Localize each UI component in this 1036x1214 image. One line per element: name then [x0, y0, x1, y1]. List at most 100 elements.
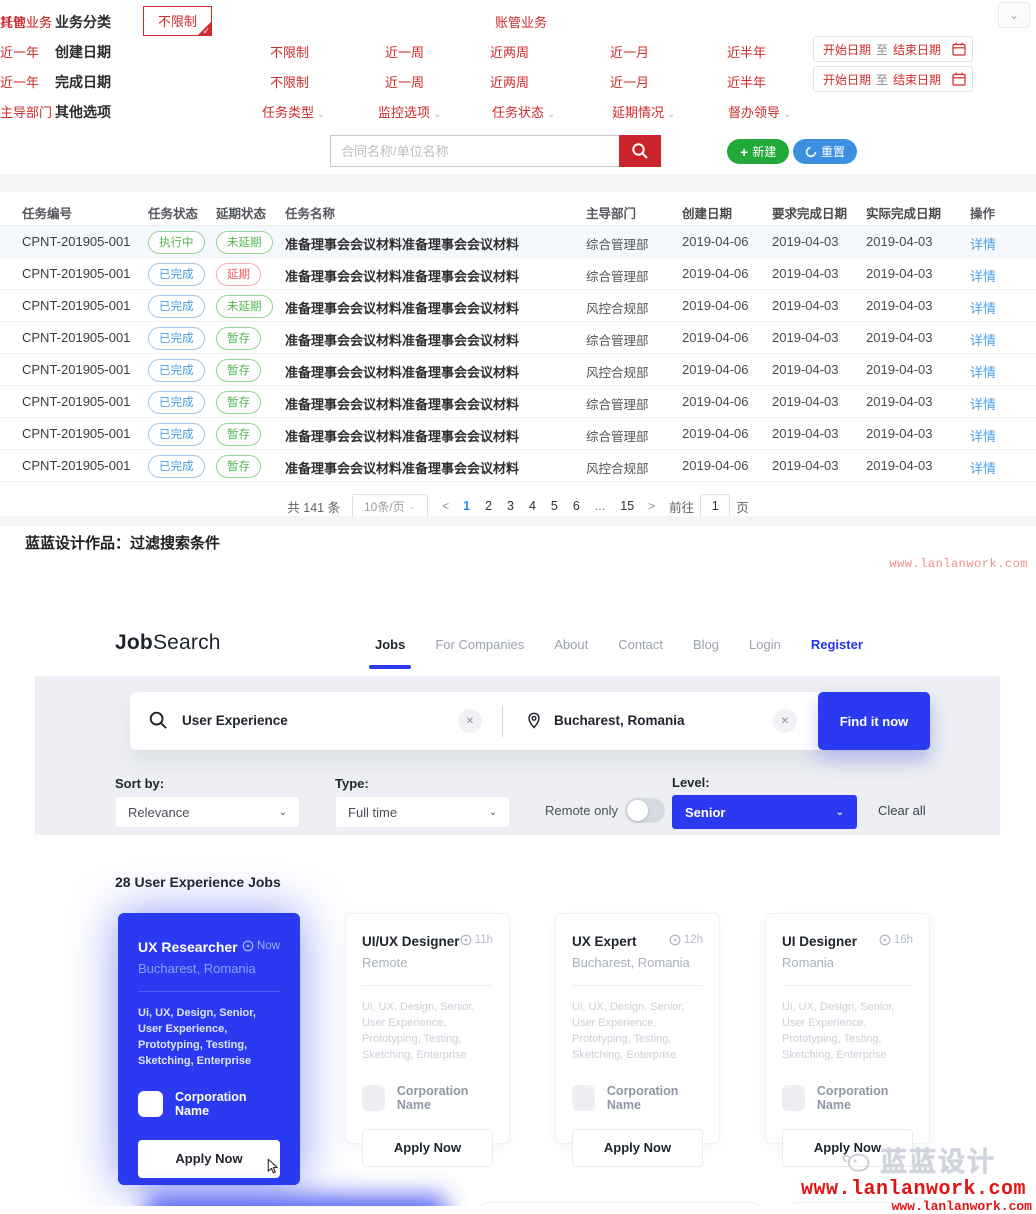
- filter-dropdown[interactable]: 任务类型 ⌄: [262, 102, 325, 121]
- filter-option[interactable]: 近两周: [490, 75, 530, 90]
- prev-page-button[interactable]: <: [442, 499, 450, 513]
- nav-item[interactable]: Contact: [618, 636, 664, 652]
- find-it-now-button[interactable]: Find it now: [818, 692, 930, 750]
- job-tags: Ui, UX, Design, Senior, User Experience,…: [362, 1001, 475, 1061]
- filter-dropdown[interactable]: 主导部门 ⌄: [0, 102, 63, 121]
- apply-now-button[interactable]: Apply Now: [362, 1128, 493, 1167]
- apply-now-button[interactable]: Apply Now: [572, 1128, 703, 1167]
- detail-link[interactable]: 详情: [970, 301, 997, 316]
- remote-only-toggle[interactable]: [625, 798, 665, 823]
- job-card[interactable]: UX Expert 12h Bucharest, Romania Ui, UX,…: [555, 913, 720, 1167]
- task-actual-date: 2019-04-03: [866, 330, 933, 345]
- filter-option[interactable]: 其他业务: [0, 15, 53, 30]
- job-card[interactable]: UX Researcher Now Bucharest, Romania Ui,…: [118, 913, 300, 1185]
- detail-link[interactable]: 详情: [970, 461, 997, 476]
- page-number[interactable]: ...: [594, 499, 606, 513]
- apply-now-button[interactable]: Apply Now: [782, 1128, 913, 1167]
- clear-keyword-button[interactable]: ✕: [458, 709, 482, 733]
- page-number[interactable]: 4: [528, 499, 536, 513]
- pagination-total: 共 141 条: [287, 500, 341, 515]
- filter-option-selected[interactable]: 不限制 ✓: [143, 6, 213, 36]
- location-input[interactable]: Bucharest, Romania: [554, 713, 685, 728]
- filter-row-created-date: 创建日期 不限制 近一周 近两周 近一月 近半年 近一年 开始日期 至 结束日期: [0, 36, 1036, 72]
- created-date-range-picker[interactable]: 开始日期 至 结束日期: [813, 36, 973, 62]
- search-icon: [149, 711, 167, 729]
- filter-option[interactable]: 托管业务: [0, 15, 53, 30]
- filter-option[interactable]: 近半年: [727, 45, 767, 60]
- goto-page-input[interactable]: [700, 494, 731, 518]
- job-location: Bucharest, Romania: [572, 955, 690, 970]
- jobsearch-logo[interactable]: JobSearch: [115, 631, 221, 655]
- delay-badge: 延期: [216, 263, 261, 286]
- table-row: CPNT-201905-001 已完成 暂存 准备理事会会议材料准备理事会会议材…: [0, 386, 1036, 418]
- filter-option[interactable]: 近两周: [490, 45, 530, 60]
- detail-link[interactable]: 详情: [970, 365, 997, 380]
- task-created-date: 2019-04-06: [682, 234, 749, 249]
- filter-option[interactable]: 近一周: [385, 45, 425, 60]
- filter-option[interactable]: 近一月: [610, 45, 650, 60]
- nav-item[interactable]: Register: [810, 636, 863, 652]
- page-number[interactable]: 3: [507, 499, 514, 513]
- status-cell: 执行中: [148, 231, 212, 254]
- detail-link[interactable]: 详情: [970, 397, 997, 412]
- filter-option[interactable]: 近一月: [610, 75, 650, 90]
- filter-option[interactable]: 不限制: [270, 45, 310, 60]
- apply-now-button[interactable]: Apply Now: [138, 1139, 280, 1178]
- job-card-title-row: UX Expert 12h: [572, 934, 703, 949]
- page-number[interactable]: 15: [620, 499, 635, 513]
- task-required-date: 2019-04-03: [772, 266, 839, 281]
- page-size-select[interactable]: 10条/页 ⌄: [352, 494, 429, 518]
- filter-option[interactable]: 近半年: [727, 75, 767, 90]
- task-id: CPNT-201905-001: [22, 330, 131, 345]
- company-row: Corporation Name: [782, 1084, 913, 1112]
- search-button[interactable]: [619, 135, 661, 167]
- company-name: Corporation Name: [396, 1083, 469, 1112]
- filter-option[interactable]: 近一年: [0, 75, 40, 90]
- filter-option[interactable]: 账管业务: [495, 15, 548, 30]
- nav-item[interactable]: For Companies: [435, 636, 525, 652]
- nav-item[interactable]: Blog: [693, 636, 720, 652]
- nav-item[interactable]: About: [554, 636, 589, 652]
- type-select[interactable]: Full time ⌄: [335, 796, 510, 828]
- chevron-down-icon: ⌄: [278, 806, 287, 818]
- filter-dropdown[interactable]: 任务状态 ⌄: [492, 102, 555, 121]
- detail-link[interactable]: 详情: [970, 237, 997, 252]
- page-number[interactable]: 2: [485, 499, 493, 513]
- status-badge: 已完成: [148, 391, 205, 414]
- filter-option[interactable]: 近一年: [0, 45, 40, 60]
- page-number[interactable]: 6: [572, 499, 580, 513]
- filter-label: 其他选项: [55, 104, 111, 120]
- clear-location-button[interactable]: ✕: [773, 709, 797, 733]
- filter-option[interactable]: 近一周: [385, 75, 425, 90]
- keyword-input[interactable]: User Experience: [182, 713, 288, 728]
- delay-badge: 暂存: [216, 359, 261, 382]
- contract-search-input[interactable]: [330, 135, 619, 167]
- next-page-button[interactable]: >: [648, 499, 656, 513]
- job-time-text: Now: [256, 940, 280, 952]
- filter-dropdown[interactable]: 督办领导 ⌄: [728, 102, 791, 121]
- nav-item[interactable]: Jobs: [375, 636, 406, 652]
- reset-button[interactable]: 重置: [793, 139, 858, 164]
- detail-link[interactable]: 详情: [970, 429, 997, 444]
- new-button[interactable]: + 新建: [727, 139, 790, 164]
- filter-row-business-category: 业务分类 不限制 ✓ 账管业务 托管业务 其他业务: [0, 6, 1036, 42]
- job-card[interactable]: UI Designer 16h Romania Ui, UX, Design, …: [765, 913, 930, 1167]
- job-posted-time: 11h: [460, 934, 493, 946]
- detail-link[interactable]: 详情: [970, 333, 997, 348]
- detail-link[interactable]: 详情: [970, 269, 997, 284]
- page-number[interactable]: 1: [463, 499, 471, 513]
- filter-option[interactable]: 不限制: [270, 75, 310, 90]
- job-card[interactable]: UI/UX Designer 11h Remote Ui, UX, Design…: [345, 913, 510, 1167]
- filter-dropdown[interactable]: 延期情况 ⌄: [612, 102, 675, 121]
- level-select[interactable]: Senior ⌄: [672, 795, 857, 829]
- page-number[interactable]: 5: [550, 499, 558, 513]
- next-row-card-glow: [147, 1196, 445, 1206]
- nav-item[interactable]: Login: [749, 636, 781, 652]
- sort-select[interactable]: Relevance ⌄: [115, 796, 300, 828]
- clear-all-link[interactable]: Clear all: [878, 803, 926, 818]
- table-header: 任务编号 任务状态 延期状态 任务名称 主导部门 创建日期 要求完成日期 实际完…: [0, 196, 1036, 226]
- panel-collapse-button[interactable]: ⌄: [998, 2, 1030, 28]
- finish-date-range-picker[interactable]: 开始日期 至 结束日期: [813, 66, 973, 92]
- table-row: CPNT-201905-001 已完成 延期 准备理事会会议材料准备理事会会议材…: [0, 258, 1036, 290]
- filter-dropdown[interactable]: 监控选项 ⌄: [378, 102, 441, 121]
